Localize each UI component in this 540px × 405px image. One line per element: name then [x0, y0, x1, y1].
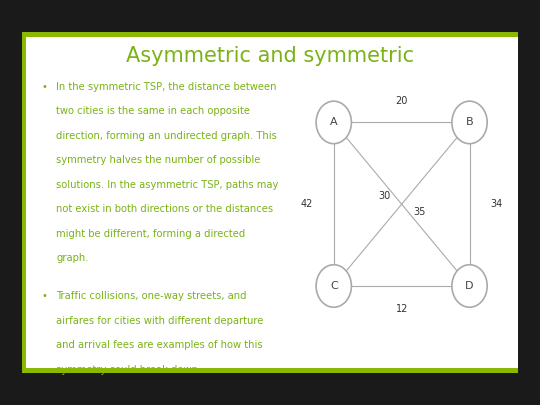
Circle shape [452, 265, 487, 307]
Text: In the symmetric TSP, the distance between: In the symmetric TSP, the distance betwe… [56, 82, 277, 92]
Text: 12: 12 [395, 304, 408, 314]
Text: graph.: graph. [56, 253, 89, 263]
Circle shape [452, 101, 487, 144]
Text: and arrival fees are examples of how this: and arrival fees are examples of how thi… [56, 340, 263, 350]
Circle shape [316, 265, 352, 307]
Text: not exist in both directions or the distances: not exist in both directions or the dist… [56, 204, 273, 214]
Text: A: A [330, 117, 338, 128]
Text: symmetry halves the number of possible: symmetry halves the number of possible [56, 155, 261, 165]
Text: D: D [465, 281, 474, 291]
Text: •: • [42, 291, 48, 301]
Text: direction, forming an undirected graph. This: direction, forming an undirected graph. … [56, 131, 277, 141]
Text: symmetry could break down.: symmetry could break down. [56, 365, 201, 375]
Text: 20: 20 [395, 96, 408, 106]
Text: Traffic collisions, one-way streets, and: Traffic collisions, one-way streets, and [56, 291, 247, 301]
Text: airfares for cities with different departure: airfares for cities with different depar… [56, 316, 264, 326]
Text: B: B [465, 117, 474, 128]
Text: 34: 34 [490, 199, 503, 209]
Text: C: C [330, 281, 338, 291]
Text: solutions. In the asymmetric TSP, paths may: solutions. In the asymmetric TSP, paths … [56, 180, 279, 190]
Text: two cities is the same in each opposite: two cities is the same in each opposite [56, 106, 251, 116]
Text: 30: 30 [378, 191, 390, 201]
Text: •: • [42, 82, 48, 92]
Text: Asymmetric and symmetric: Asymmetric and symmetric [126, 46, 414, 66]
Text: 42: 42 [300, 199, 313, 209]
Circle shape [316, 101, 352, 144]
Text: 35: 35 [413, 207, 426, 217]
Text: might be different, forming a directed: might be different, forming a directed [56, 229, 246, 239]
